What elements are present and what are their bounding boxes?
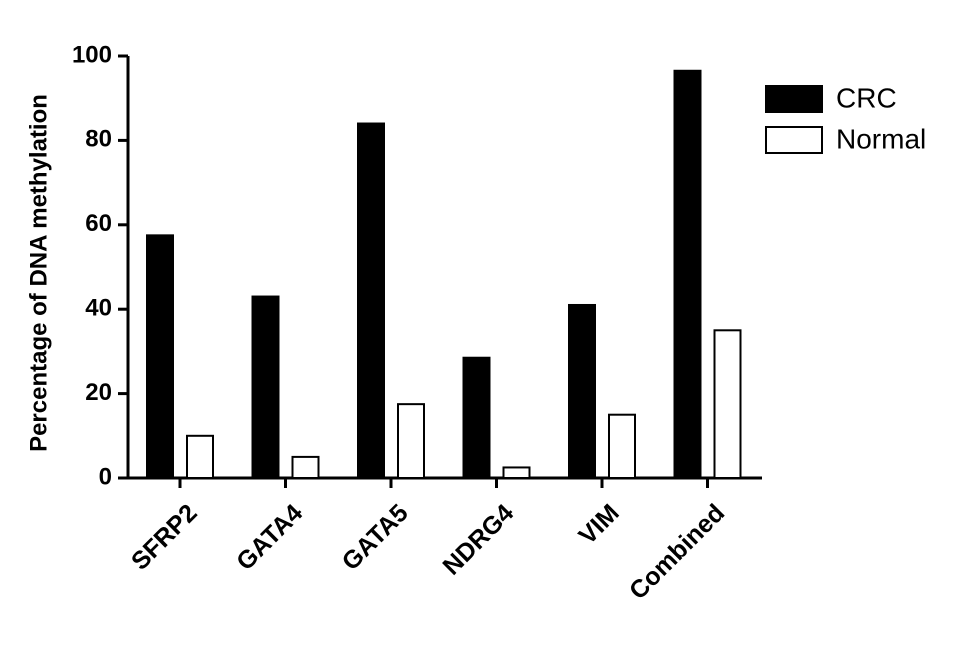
- bar-normal-vim: [608, 413, 636, 480]
- bar-crc-combined: [673, 69, 702, 480]
- y-tick-label: 100: [72, 41, 112, 68]
- y-axis-label: Percentage of DNA methylation: [25, 94, 52, 452]
- bar-crc-sfrp2: [146, 234, 174, 479]
- y-tick-label: 0: [99, 463, 112, 490]
- category-label: VIM: [573, 499, 624, 550]
- y-tick-label: 40: [85, 295, 112, 322]
- bar-normal-gata5: [397, 403, 425, 479]
- legend-swatch-normal: [765, 126, 823, 154]
- y-tick-label: 60: [85, 210, 112, 237]
- bar-normal-gata4: [291, 455, 320, 479]
- category-label: GATA5: [337, 499, 414, 576]
- bar-crc-gata5: [357, 122, 385, 480]
- bar-crc-gata4: [251, 295, 280, 480]
- bar-normal-sfrp2: [186, 434, 214, 479]
- category-labels: SFRP2 GATA4 GATA5 NDRG4 VIM Combined: [126, 499, 730, 605]
- bar-crc-ndrg4: [462, 356, 491, 480]
- bar-normal-ndrg4: [502, 466, 531, 480]
- y-tick-label: 20: [85, 379, 112, 406]
- y-tick-label: 80: [85, 126, 112, 153]
- legend: CRC Normal: [765, 82, 926, 154]
- category-label: GATA4: [231, 499, 308, 576]
- legend-label-crc: CRC: [836, 82, 897, 113]
- bar-normal-combined: [713, 329, 742, 479]
- axes: 0 20 40 60 80 100: [72, 41, 762, 490]
- bar-crc-vim: [568, 303, 596, 480]
- bars: [146, 69, 742, 480]
- category-label: SFRP2: [126, 499, 203, 576]
- legend-swatch-crc: [765, 85, 823, 113]
- legend-label-normal: Normal: [836, 123, 926, 154]
- category-label: Combined: [624, 499, 730, 605]
- category-label: NDRG4: [438, 499, 520, 581]
